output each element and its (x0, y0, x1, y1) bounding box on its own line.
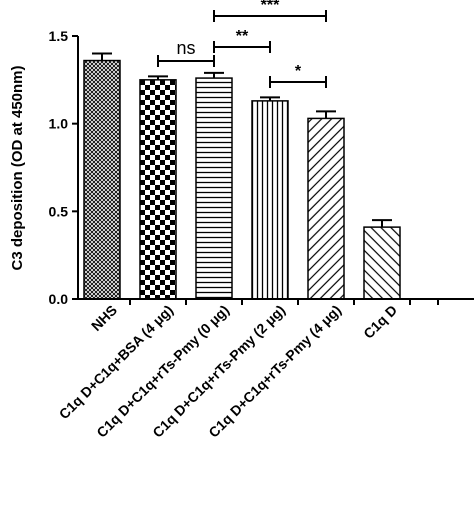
bar (83, 59, 121, 300)
bar (363, 226, 401, 300)
significance-label: ** (236, 28, 249, 45)
significance-group: ns****** (157, 0, 327, 88)
x-tick-label: C1q D (360, 302, 400, 342)
y-tick-label: 0.5 (49, 203, 69, 219)
y-tick-label: 1.5 (49, 28, 69, 44)
bar (307, 117, 345, 300)
bar (251, 100, 289, 300)
significance-label: *** (261, 0, 280, 14)
x-tick-label: C1q D+C1q+BSA (4 μg) (56, 302, 176, 422)
x-tick-label: NHS (88, 302, 120, 334)
bar (139, 79, 177, 300)
significance-label: * (295, 63, 302, 80)
y-axis-ticks: 0.0 0.5 1.0 1.5 (49, 28, 78, 307)
y-tick-label: 0.0 (49, 291, 69, 307)
significance-label: ns (176, 38, 195, 58)
y-axis-title: C3 deposition (OD at 450nm) (9, 65, 26, 270)
bars-group (83, 52, 401, 300)
axes-group (77, 36, 474, 305)
bar (195, 77, 233, 300)
y-tick-label: 1.0 (49, 116, 69, 132)
